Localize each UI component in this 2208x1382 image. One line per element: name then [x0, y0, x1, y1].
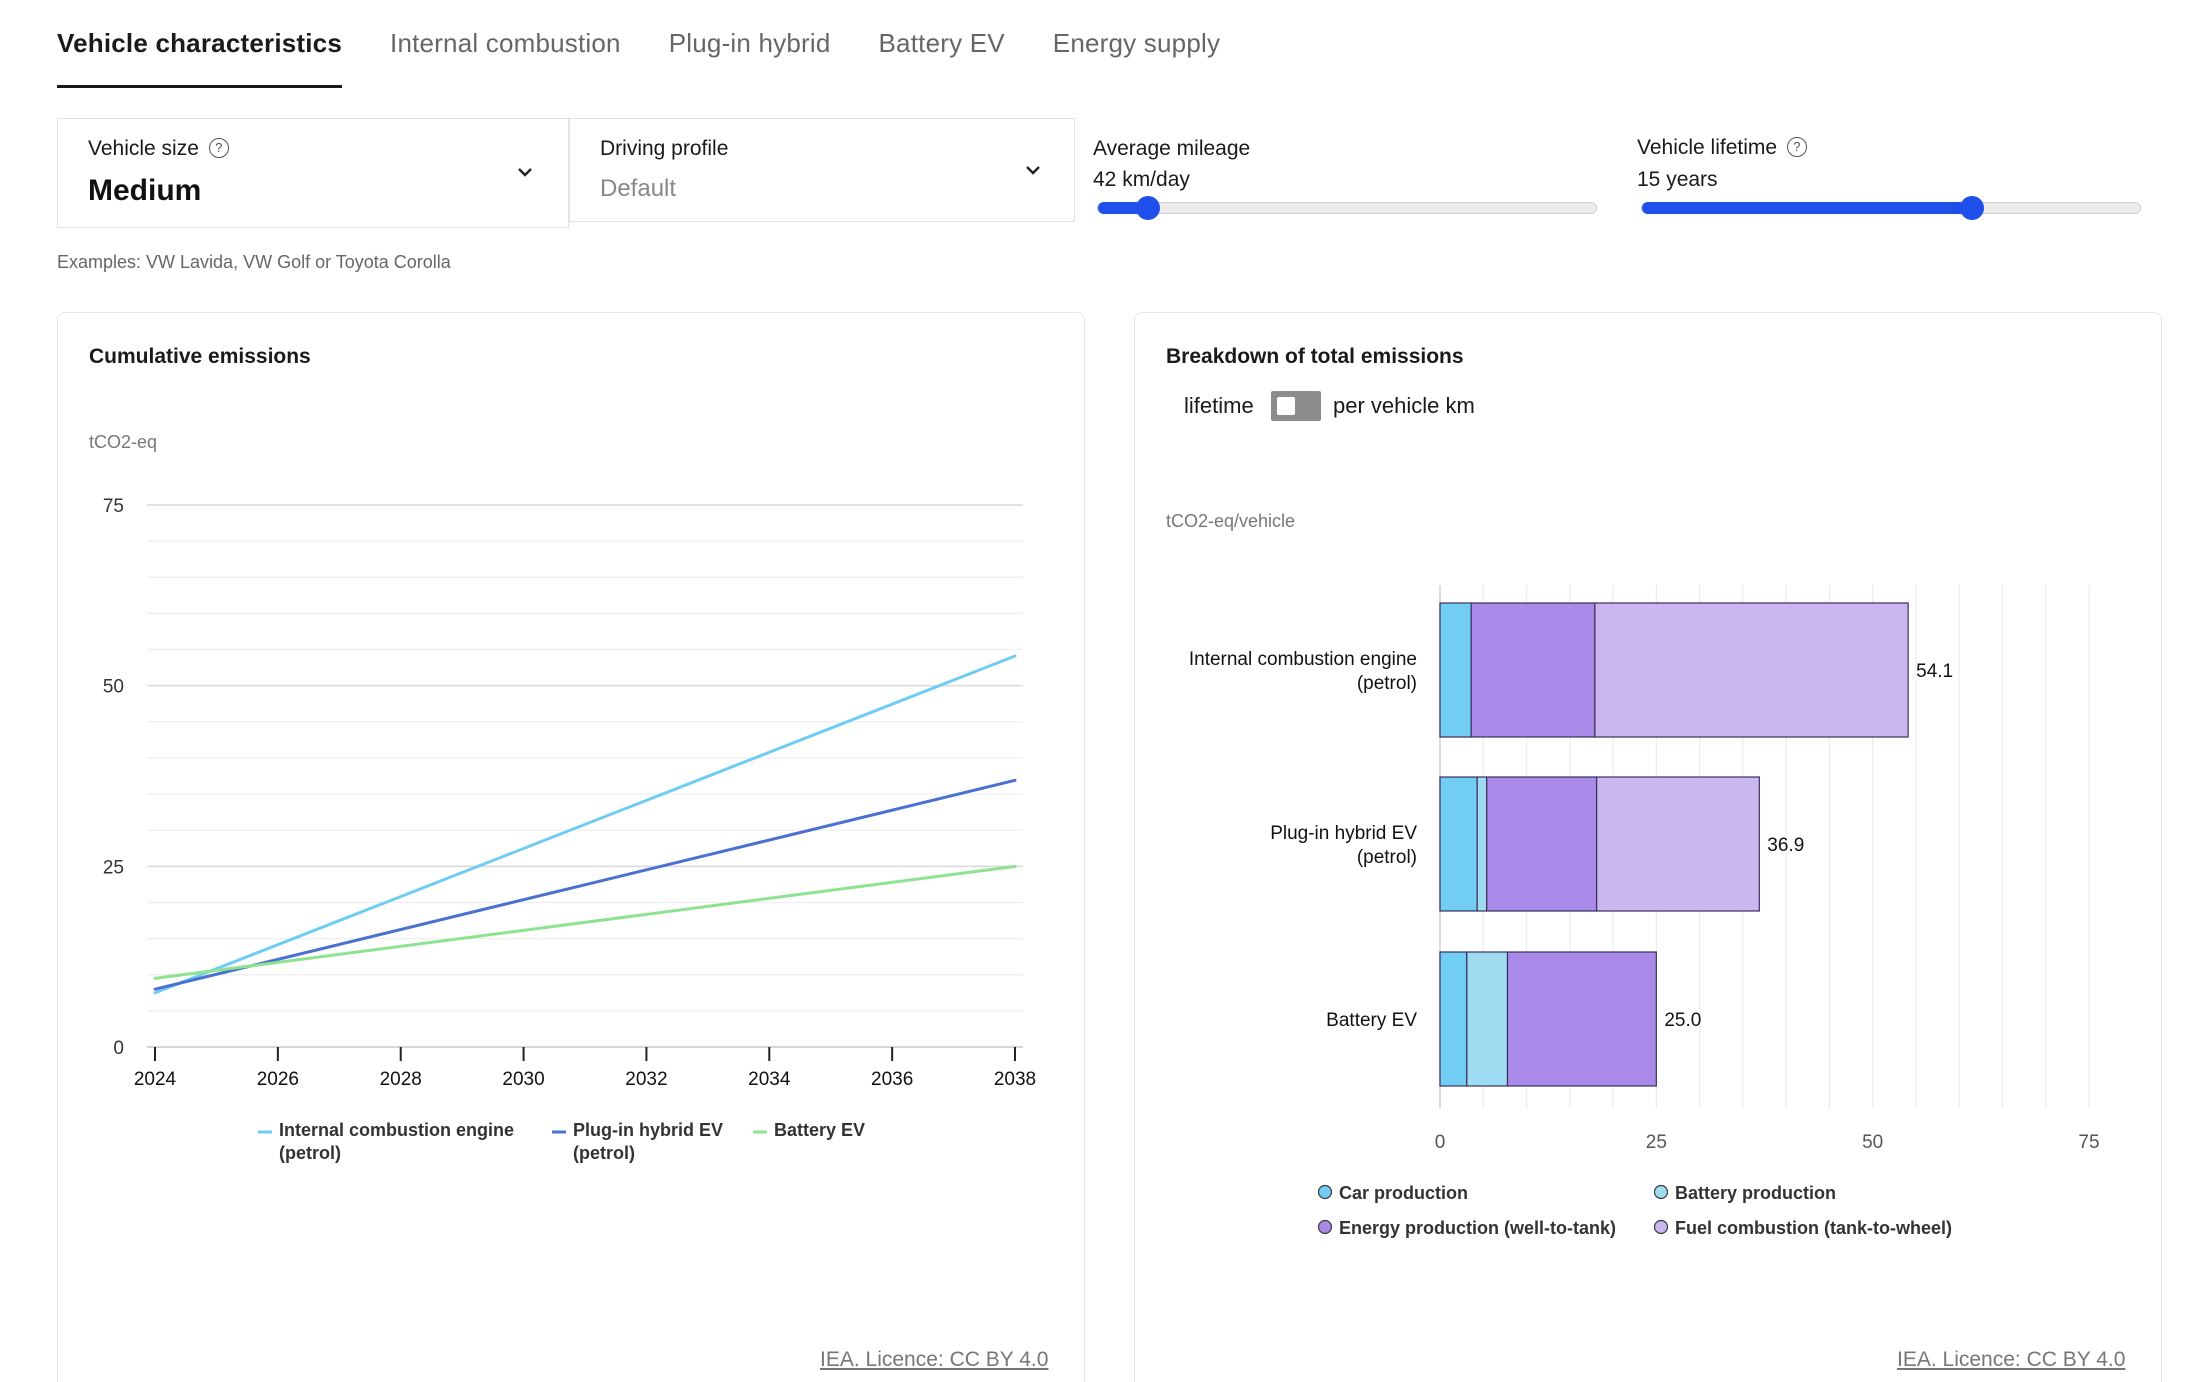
emissions-breakdown-panel: Breakdown of total emissions lifetime pe…	[1134, 312, 2162, 1382]
panel-title: Cumulative emissions	[89, 345, 311, 368]
average-mileage-label: Average mileage	[1093, 137, 1251, 160]
legend-label: Battery EV	[774, 1120, 865, 1140]
vehicle-size-label: Vehicle size	[88, 137, 199, 160]
toggle-knob	[1277, 397, 1295, 415]
y-tick-label: 25	[103, 857, 124, 878]
y-tick-label: 75	[103, 496, 124, 517]
slider-fill	[1642, 202, 1972, 214]
vehicle-size-value: Medium	[88, 174, 202, 207]
vehicle-lifetime-slider[interactable]	[1641, 196, 2141, 220]
series-line	[153, 654, 1017, 995]
unit-label: tCO2-eq/vehicle	[1166, 511, 1296, 531]
driving-profile-value: Default	[600, 175, 677, 202]
tab-bar: Vehicle characteristics Internal combust…	[57, 0, 1268, 88]
vehicle-lifetime-value: 15 years	[1637, 168, 1718, 191]
tab-battery-ev[interactable]: Battery EV	[878, 28, 1005, 58]
licence-link[interactable]: IEA. Licence: CC BY 4.0	[1897, 1348, 2126, 1371]
cumulative-emissions-panel: Cumulative emissions tCO2-eq IEA. Licenc…	[57, 312, 1085, 1382]
x-tick-label: 2038	[994, 1069, 1036, 1090]
toggle-label-lifetime: lifetime	[1184, 393, 1254, 418]
vehicle-examples-text: Examples: VW Lavida, VW Golf or Toyota C…	[57, 252, 451, 272]
vehicle-size-select[interactable]: Vehicle size ? Medium	[57, 118, 569, 228]
driving-profile-select[interactable]: Driving profile Default	[569, 118, 1075, 222]
x-tick-label: 2032	[625, 1069, 667, 1090]
vehicle-lifetime-label-wrap: Vehicle lifetime ?	[1637, 136, 1807, 160]
tab-vehicle-characteristics[interactable]: Vehicle characteristics	[57, 0, 343, 88]
average-mileage-value: 42 km/day	[1093, 168, 1190, 191]
chevron-down-icon	[518, 168, 532, 177]
x-tick-label: 2026	[257, 1069, 299, 1090]
slider-thumb[interactable]	[1136, 196, 1160, 220]
y-tick-label: 50	[103, 677, 124, 698]
x-tick-label: 2036	[871, 1069, 913, 1090]
tab-internal-combustion[interactable]: Internal combustion	[390, 28, 621, 58]
slider-thumb[interactable]	[1960, 196, 1984, 220]
vehicle-lifetime-label: Vehicle lifetime	[1637, 136, 1778, 159]
series-line	[153, 864, 1017, 980]
average-mileage-slider[interactable]	[1097, 196, 1597, 220]
panel-title: Breakdown of total emissions	[1166, 345, 1464, 368]
legend-label: Internal combustion engine	[279, 1120, 514, 1140]
chevron-down-icon	[1026, 166, 1040, 175]
tab-plug-in-hybrid[interactable]: Plug-in hybrid	[668, 28, 831, 58]
legend-label: Plug-in hybrid EV	[573, 1120, 723, 1140]
unit-label: tCO2-eq	[89, 432, 158, 452]
toggle-label-per-km: per vehicle km	[1333, 393, 1475, 418]
lifetime-per-km-toggle[interactable]	[1271, 391, 1321, 421]
x-tick-label: 2034	[748, 1069, 791, 1090]
tab-energy-supply[interactable]: Energy supply	[1052, 28, 1221, 58]
legend-label: (petrol)	[573, 1143, 635, 1163]
vehicle-size-label-wrap: Vehicle size ?	[88, 137, 229, 161]
licence-link[interactable]: IEA. Licence: CC BY 4.0	[820, 1348, 1049, 1371]
question-circle-icon[interactable]: ?	[1786, 137, 1807, 157]
driving-profile-label: Driving profile	[600, 137, 729, 160]
series-line	[153, 778, 1017, 991]
x-tick-label: 2030	[502, 1069, 544, 1090]
slider-fill	[1098, 202, 1148, 214]
x-tick-label: 2024	[134, 1069, 177, 1090]
y-tick-label: 0	[113, 1038, 124, 1059]
question-circle-icon[interactable]: ?	[208, 138, 229, 158]
x-tick-label: 2028	[380, 1069, 422, 1090]
legend-label: (petrol)	[279, 1143, 341, 1163]
